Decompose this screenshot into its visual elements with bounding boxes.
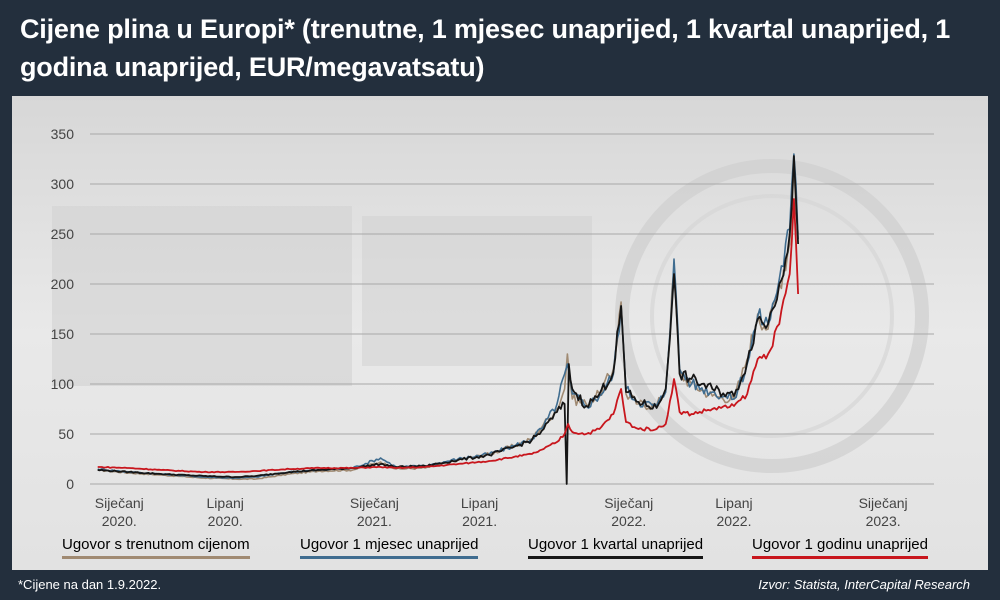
y-tick-label: 200 (51, 276, 75, 292)
background-photo-decoration (12, 96, 988, 570)
y-tick-label: 250 (51, 226, 75, 242)
y-tick-label: 350 (51, 126, 75, 142)
legend: Ugovor s trenutnom cijenom Ugovor 1 mjes… (0, 536, 1000, 568)
x-tick-label: 2021. (357, 513, 392, 529)
y-tick-label: 50 (58, 426, 74, 442)
x-tick-label: 2020. (208, 513, 243, 529)
y-tick-label: 100 (51, 376, 75, 392)
legend-item-year-ahead: Ugovor 1 godinu unaprijed (752, 536, 928, 559)
x-tick-label: 2021. (462, 513, 497, 529)
y-tick-label: 150 (51, 326, 75, 342)
series-line-4 (97, 198, 799, 474)
series-line-1 (97, 163, 799, 481)
footnote: *Cijene na dan 1.9.2022. (18, 577, 162, 592)
series-line-2 (97, 153, 799, 480)
x-tick-label: 2023. (866, 513, 901, 529)
chart-title: Cijene plina u Europi* (trenutne, 1 mjes… (20, 14, 951, 82)
x-tick-label: 2022. (716, 513, 751, 529)
line-chart: 0 50 100 150 200 250 300 350 Siječanj 2020. Lipanj… (51, 126, 934, 529)
x-tick-label: Siječanj (350, 495, 399, 511)
y-tick-label: 0 (66, 476, 74, 492)
y-tick-label: 300 (51, 176, 75, 192)
x-tick-label: Siječanj (859, 495, 908, 511)
x-tick-label: 2020. (102, 513, 137, 529)
x-tick-label: Lipanj (715, 495, 752, 511)
legend-item-quarter-ahead: Ugovor 1 kvartal unaprijed (528, 536, 704, 559)
chart-panel: 0 50 100 150 200 250 300 350 Siječanj 2020. Lipanj… (12, 96, 988, 570)
x-tick-label: Lipanj (207, 495, 244, 511)
footer: *Cijene na dan 1.9.2022. Izvor: Statista… (0, 570, 1000, 600)
x-tick-label: Siječanj (95, 495, 144, 511)
source-note: Izvor: Statista, InterCapital Research (758, 577, 970, 592)
header: Cijene plina u Europi* (trenutne, 1 mjes… (0, 0, 1000, 96)
legend-item-spot: Ugovor s trenutnom cijenom (62, 536, 250, 559)
legend-item-month-ahead: Ugovor 1 mjesec unaprijed (300, 536, 479, 559)
x-tick-label: Lipanj (461, 495, 498, 511)
x-tick-label: Siječanj (604, 495, 653, 511)
series-line-3 (97, 155, 799, 485)
x-tick-label: 2022. (611, 513, 646, 529)
